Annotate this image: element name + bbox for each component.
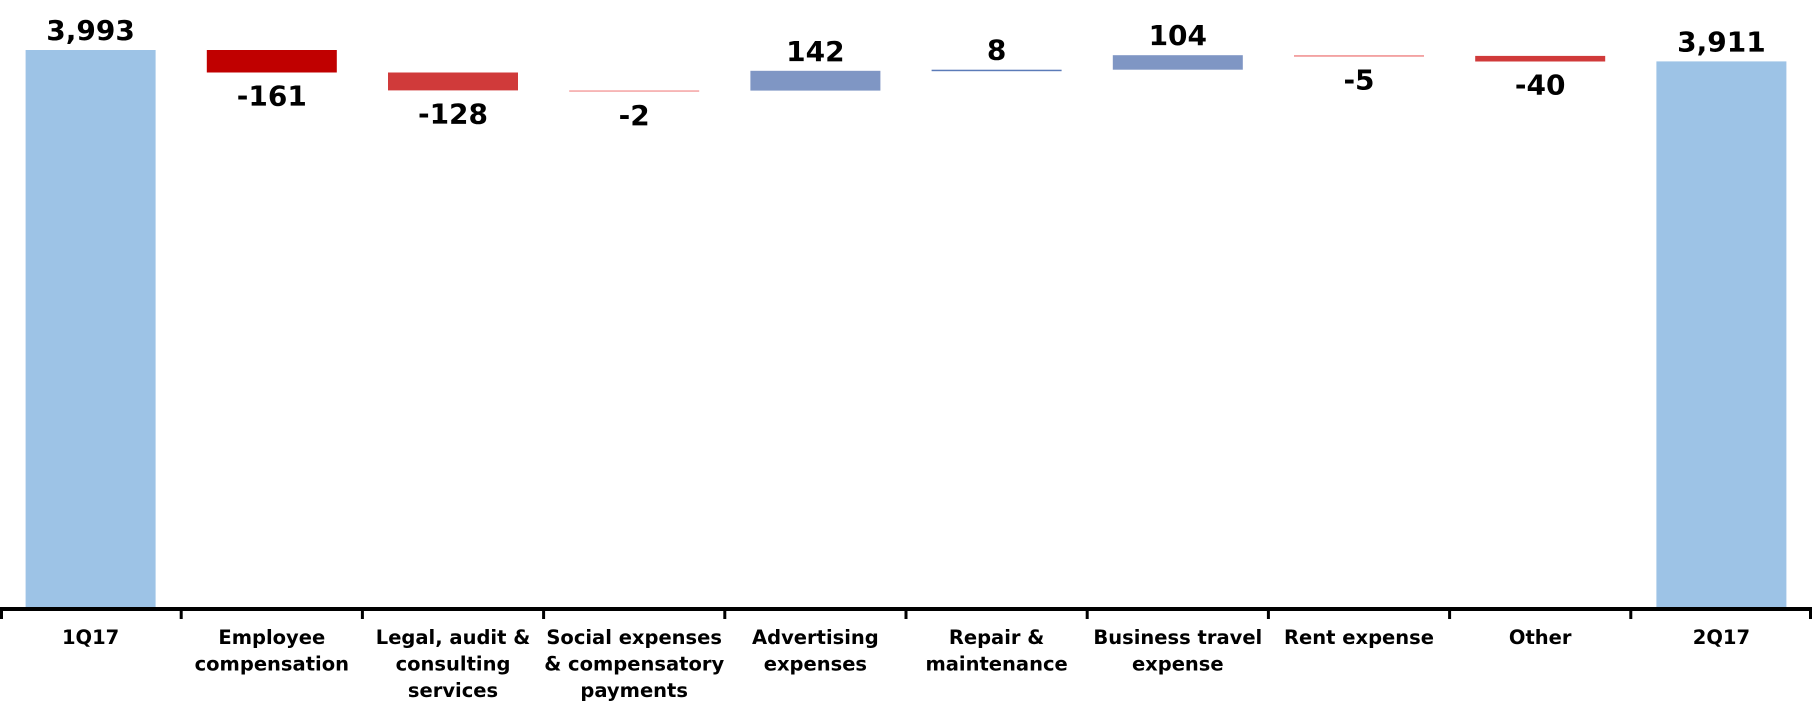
category-label-4-line-2: & compensatory: [544, 653, 724, 676]
bar-1: [25, 50, 156, 607]
category-label-1-line-1: 1Q17: [62, 626, 119, 649]
category-label-6-line-1: Repair &: [949, 626, 1044, 649]
category-label-7-line-1: Business travel: [1093, 626, 1262, 649]
value-label-3: -128: [418, 97, 488, 130]
bars-layer: [25, 50, 1787, 607]
bar-6: [931, 69, 1062, 72]
x-axis-ticks: [0, 609, 1812, 619]
value-label-5: 142: [786, 35, 844, 68]
bar-2: [206, 50, 337, 73]
category-label-2-line-2: compensation: [195, 653, 349, 676]
category-label-6-line-2: maintenance: [925, 653, 1067, 676]
category-label-4-line-3: payments: [580, 679, 688, 702]
value-label-4: -2: [619, 99, 650, 132]
bar-8: [1294, 55, 1424, 57]
category-label-5-line-2: expenses: [764, 653, 867, 676]
bar-9: [1475, 55, 1606, 62]
category-label-3-line-1: Legal, audit &: [376, 626, 530, 649]
value-label-7: 104: [1149, 19, 1207, 52]
value-label-10: 3,911: [1677, 25, 1766, 58]
value-label-8: -5: [1343, 64, 1374, 97]
value-label-6: 8: [987, 34, 1006, 67]
category-label-9-line-1: Other: [1509, 626, 1572, 649]
value-label-1: 3,993: [46, 14, 135, 47]
category-label-2-line-1: Employee: [218, 626, 325, 649]
value-label-2: -161: [237, 80, 307, 113]
category-label-5-line-1: Advertising: [752, 626, 879, 649]
category-label-8-line-1: Rent expense: [1284, 626, 1434, 649]
bar-10: [1656, 61, 1787, 607]
value-labels-layer: 3,993 -161 -128 -2 142 8 104 -5 -40 3,911: [46, 14, 1765, 132]
category-label-3-line-3: services: [408, 679, 498, 702]
bar-3: [388, 72, 518, 91]
value-label-9: -40: [1515, 68, 1566, 101]
category-label-4-line-1: Social expenses: [546, 626, 722, 649]
category-label-3-line-2: consulting: [396, 653, 511, 676]
category-labels-layer: 1Q17 Employee compensation Legal, audit & co…: [62, 626, 1750, 702]
bar-5: [750, 70, 881, 91]
category-label-7-line-2: expense: [1132, 653, 1224, 676]
bar-4: [569, 90, 700, 92]
category-label-10-line-1: 2Q17: [1693, 626, 1750, 649]
bar-7: [1112, 55, 1243, 70]
